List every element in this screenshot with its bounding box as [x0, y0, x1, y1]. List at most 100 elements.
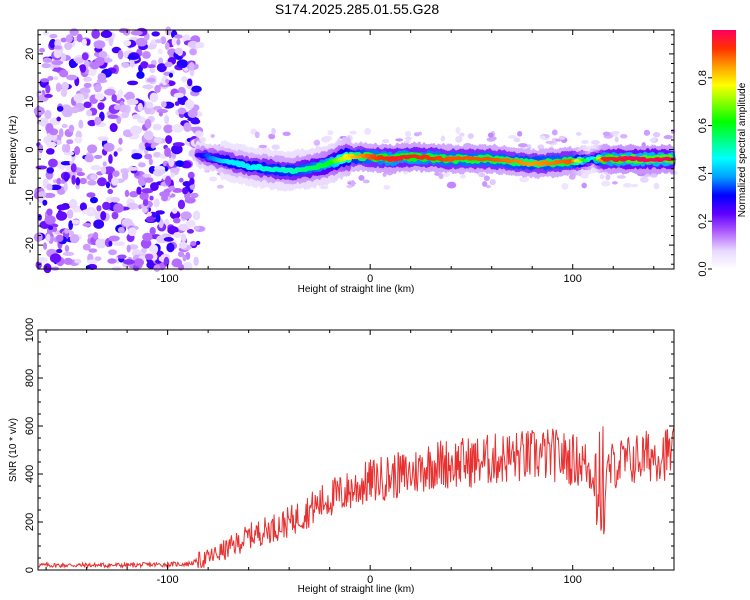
noise-blob [156, 63, 167, 73]
noise-blob [653, 182, 660, 190]
noise-blob [271, 144, 280, 150]
noise-blob [140, 61, 149, 69]
noise-blob [539, 135, 546, 139]
noise-blob [168, 157, 175, 168]
noise-blob [83, 82, 92, 89]
noise-blob [153, 169, 164, 177]
y-tick-label: 0 [24, 567, 36, 573]
noise-blob [148, 244, 159, 254]
noise-blob [191, 85, 202, 93]
noise-blob [186, 228, 194, 234]
noise-blob [157, 48, 163, 55]
noise-blob [438, 173, 444, 180]
noise-blob [150, 143, 156, 149]
noise-blob [44, 93, 53, 98]
noise-blob [121, 170, 129, 181]
snr-series-line [37, 426, 675, 570]
noise-blob [146, 64, 156, 69]
noise-blob [358, 175, 365, 181]
noise-blob [100, 30, 113, 38]
noise-blob [149, 67, 156, 74]
noise-blob [117, 49, 124, 60]
noise-blob [112, 170, 120, 177]
figure-title: S174.2025.285.01.55.G28 [275, 1, 439, 17]
noise-blob [86, 259, 98, 265]
noise-blob [45, 84, 51, 94]
noise-blob [487, 132, 494, 138]
noise-blob [136, 186, 142, 195]
noise-blob [181, 76, 188, 83]
noise-blob [174, 34, 183, 39]
noise-blob [163, 256, 170, 267]
noise-blob [86, 192, 96, 198]
noise-blob [580, 140, 589, 144]
noise-blob [177, 251, 185, 258]
noise-blob [41, 63, 51, 69]
noise-blob [107, 258, 117, 264]
noise-blob [53, 49, 62, 59]
noise-blob [163, 124, 174, 134]
noise-blob [172, 217, 181, 224]
noise-blob [100, 210, 107, 221]
colorbar-ticks: 0.0 0.2 0.4 0.6 0.8 [697, 70, 712, 277]
noise-blob [60, 37, 68, 43]
noise-blob [124, 189, 130, 198]
noise-blob [79, 202, 88, 212]
colorbar-label: Normalized spectral amplitude [737, 82, 748, 217]
noise-blob [149, 227, 156, 236]
noise-blob [97, 136, 109, 141]
y-tick-label: -10 [24, 189, 36, 205]
noise-blob [478, 172, 486, 178]
noise-blob [482, 181, 488, 187]
noise-blob [54, 45, 62, 51]
noise-blob [123, 93, 134, 99]
colorbar-tick-label: 0.4 [697, 166, 709, 181]
noise-blob [346, 184, 353, 189]
noise-blob [76, 33, 83, 43]
y-tick-label: 20 [24, 48, 36, 60]
noise-blob [142, 199, 149, 207]
noise-blob [614, 136, 619, 143]
noise-blob [507, 135, 518, 139]
noise-blob [551, 129, 558, 136]
noise-blob [327, 130, 334, 136]
noise-blob [174, 101, 180, 106]
noise-blob [51, 60, 64, 66]
noise-blob [42, 31, 50, 36]
noise-blob [56, 248, 63, 254]
noise-blob [193, 256, 199, 267]
noise-blob [97, 102, 105, 111]
noise-blob [137, 102, 143, 112]
noise-blob [51, 66, 64, 73]
noise-blob [155, 39, 162, 44]
noise-blob [599, 173, 605, 180]
noise-blob [113, 151, 118, 157]
noise-blob [64, 42, 73, 51]
colorbar-tick-label: 0.8 [697, 70, 709, 85]
noise-blob [650, 137, 656, 142]
noise-blob [189, 177, 195, 185]
noise-blob [128, 244, 139, 250]
noise-blob [193, 225, 200, 231]
noise-blob [190, 240, 197, 247]
noise-blob [37, 191, 47, 198]
noise-blob [166, 242, 175, 253]
noise-blob [460, 174, 466, 179]
noise-blob [74, 136, 83, 144]
noise-blob [59, 69, 69, 78]
noise-blob [108, 154, 113, 164]
noise-blob [123, 39, 132, 47]
noise-blob [108, 249, 117, 256]
noise-blob [89, 61, 100, 70]
noise-blob [129, 191, 139, 198]
noise-blob [97, 177, 107, 187]
noise-blob [171, 37, 177, 47]
noise-blob [100, 166, 107, 175]
noise-blob [69, 233, 80, 244]
noise-blob [381, 138, 390, 144]
noise-blob [113, 104, 121, 110]
noise-blob [39, 47, 46, 53]
noise-blob [49, 253, 62, 264]
